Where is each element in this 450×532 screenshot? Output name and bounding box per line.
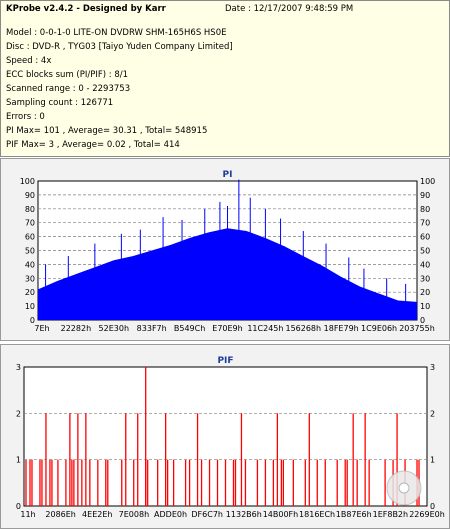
pi-ytick-left: 50 [25, 247, 35, 256]
speed-line: Speed : 4x [6, 56, 52, 66]
pif-ytick-right: 3 [430, 363, 435, 372]
pi-ytick-right: 0 [420, 316, 425, 325]
pif-xtick: 2086Eh [45, 510, 75, 519]
disc-line: Disc : DVD-R , TYG03 [Taiyo Yuden Compan… [6, 42, 233, 52]
pi-ytick-right: 60 [420, 233, 430, 242]
pif-ytick-right: 0 [430, 502, 435, 511]
pi-ytick-left: 40 [25, 260, 35, 269]
errors-line: Errors : 0 [6, 112, 45, 122]
pi-xtick: 7Eh [34, 324, 49, 333]
pif-xtick: 1EF8B2h [373, 510, 408, 519]
pi-xtick: 11C245h [247, 324, 283, 333]
scan-date: Date : 12/17/2007 9:48:59 PM [225, 4, 354, 14]
ecc-line: ECC blocks sum (PI/PIF) : 8/1 [6, 70, 129, 80]
info-panel: KProbe v2.4.2 - Designed by Karr Date : … [0, 0, 450, 157]
pif-xtick: 1B87E6h [336, 510, 372, 519]
pif-xtick: DF6C7h [191, 510, 223, 519]
range-line: Scanned range : 0 - 2293753 [6, 84, 131, 94]
pi-ytick-right: 20 [420, 288, 430, 297]
pi-ytick-left: 100 [20, 177, 35, 186]
pif-xtick: 11h [20, 510, 35, 519]
model-line: Model : 0-0-1-0 LITE-ON DVDRW SHM-165H6S… [6, 28, 227, 38]
pi-ytick-left: 0 [30, 316, 35, 325]
pi-xtick: 22282h [61, 324, 92, 333]
app-title: KProbe v2.4.2 - Designed by Karr [6, 4, 166, 14]
pif-ytick-left: 0 [16, 502, 21, 511]
pi-ytick-left: 30 [25, 274, 35, 283]
pif-xtick: 1816ECh [299, 510, 335, 519]
pi-ytick-left: 80 [25, 205, 35, 214]
pi-summary-line: PI Max= 101 , Average= 30.31 , Total= 54… [6, 126, 208, 136]
pi-ytick-right: 100 [420, 177, 435, 186]
pi-xtick: 1C9E06h [361, 324, 397, 333]
pif-xtick: 14B00Fh [263, 510, 299, 519]
pi-chart-panel: PI 0 0 10 10 20 20 30 30 40 40 50 50 60 60 70 70 80 80 90 90… [0, 158, 450, 341]
pif-ytick-left: 1 [16, 456, 21, 465]
pi-chart: PI 0 0 10 10 20 20 30 30 40 40 50 50 60 60 70 70 80 80 90 90… [20, 170, 436, 333]
pif-xtick: 1132B6h [226, 510, 262, 519]
pi-xtick: B549Ch [174, 324, 205, 333]
pif-xtick: 7E008h [119, 510, 149, 519]
pi-ytick-right: 70 [420, 219, 430, 228]
pi-ytick-left: 90 [25, 191, 35, 200]
pi-ytick-left: 20 [25, 288, 35, 297]
pi-ytick-right: 40 [420, 260, 430, 269]
disc-hole-icon [398, 482, 410, 494]
pif-xtick: ADDE0h [154, 510, 187, 519]
pif-ytick-right: 2 [430, 409, 435, 418]
pif-chart-panel: PIF 0 0 1 1 2 2 3 3 11h 2086Eh 4EE2Eh 7E008h ADDE0h DF… [0, 344, 450, 529]
pi-ytick-left: 60 [25, 233, 35, 242]
pi-chart-title: PI [223, 170, 233, 180]
pif-ytick-left: 2 [16, 409, 21, 418]
pi-ytick-left: 70 [25, 219, 35, 228]
pif-summary-line: PIF Max= 3 , Average= 0.02 , Total= 414 [6, 140, 180, 150]
pi-xtick: 156268h [285, 324, 321, 333]
pi-xtick: E70E9h [212, 324, 242, 333]
pi-ytick-left: 10 [25, 302, 35, 311]
pi-xtick: 203755h [399, 324, 435, 333]
pi-xtick: 18FE79h [324, 324, 359, 333]
pi-xtick: 52E30h [99, 324, 129, 333]
pi-ytick-right: 50 [420, 247, 430, 256]
pif-xtick: 2269E0h [409, 510, 445, 519]
pi-ytick-right: 30 [420, 274, 430, 283]
pif-xtick: 4EE2Eh [82, 510, 112, 519]
pif-ytick-left: 3 [16, 363, 21, 372]
pi-ytick-right: 10 [420, 302, 430, 311]
pif-ytick-right: 1 [430, 456, 435, 465]
pif-chart-title: PIF [217, 356, 233, 366]
pi-xtick: 833F7h [137, 324, 167, 333]
sampling-line: Sampling count : 126771 [6, 98, 114, 108]
pi-ytick-right: 80 [420, 205, 430, 214]
pi-ytick-right: 90 [420, 191, 430, 200]
pif-chart: PIF 0 0 1 1 2 2 3 3 11h 2086Eh 4EE2Eh 7E008h ADDE0h DF… [16, 356, 445, 519]
